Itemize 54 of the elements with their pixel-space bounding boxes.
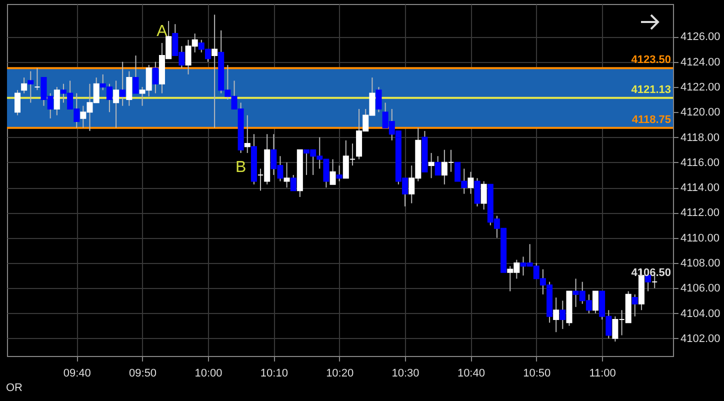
x-tick-label: 11:00 bbox=[589, 368, 616, 380]
candlestick bbox=[244, 114, 250, 154]
candlestick bbox=[113, 80, 120, 128]
x-tick-label: 10:30 bbox=[392, 368, 420, 380]
y-tick-label: 4112.00 bbox=[680, 207, 720, 220]
candlestick bbox=[28, 70, 34, 104]
candlestick bbox=[126, 70, 132, 106]
candlestick bbox=[560, 300, 566, 330]
candlestick bbox=[376, 86, 382, 113]
candlestick bbox=[592, 290, 598, 314]
candlestick bbox=[480, 180, 487, 210]
candlestick bbox=[632, 294, 638, 317]
y-tick-label: 4114.00 bbox=[680, 182, 720, 194]
x-tick-label: 09:40 bbox=[63, 368, 91, 380]
candlestick bbox=[336, 165, 342, 182]
candlestick bbox=[284, 162, 290, 188]
y-tick-label: 4120.00 bbox=[680, 106, 720, 119]
y-tick-label: 4106.00 bbox=[680, 282, 720, 295]
annotation: A bbox=[156, 22, 168, 40]
candlestick bbox=[14, 90, 21, 116]
x-tick-label: 09:50 bbox=[129, 368, 157, 380]
text: OR bbox=[6, 382, 22, 394]
x-tick-label: 10:00 bbox=[194, 368, 222, 380]
y-tick-label: 4116.00 bbox=[680, 156, 720, 169]
ref-line-label: 4118.75 bbox=[632, 114, 671, 126]
y-tick-label: 4124.00 bbox=[680, 56, 720, 68]
y-tick-label: 4126.00 bbox=[680, 31, 720, 44]
candlestick bbox=[21, 77, 28, 94]
x-tick-label: 10:50 bbox=[523, 368, 551, 380]
candlestick bbox=[428, 152, 434, 179]
ref-line-label: 4123.50 bbox=[631, 54, 671, 66]
y-tick-label: 4108.00 bbox=[680, 257, 720, 270]
y-tick-label: 4118.00 bbox=[680, 132, 720, 144]
candlestick bbox=[553, 297, 560, 333]
candlestick bbox=[434, 156, 441, 176]
ref-line-label: 4121.13 bbox=[631, 84, 671, 96]
annotation: B bbox=[235, 158, 246, 176]
y-tick-label: 4102.00 bbox=[680, 332, 720, 345]
x-tick-label: 10:20 bbox=[326, 368, 354, 380]
candlestick bbox=[474, 178, 480, 207]
candlestick bbox=[34, 68, 40, 91]
x-tick-label: 10:40 bbox=[457, 368, 485, 380]
candlestick bbox=[330, 158, 336, 185]
x-tick-label: 10:10 bbox=[260, 368, 288, 380]
y-tick-label: 4110.00 bbox=[680, 232, 720, 244]
candlestick bbox=[290, 174, 296, 192]
y-tick-label: 4122.00 bbox=[680, 81, 720, 94]
candlestick bbox=[120, 61, 126, 106]
candlestick bbox=[54, 86, 60, 116]
candlestick bbox=[212, 14, 218, 128]
candlestick bbox=[152, 61, 158, 94]
y-tick-label: 4104.00 bbox=[680, 308, 720, 320]
candlestick bbox=[468, 171, 474, 194]
candlestick bbox=[132, 55, 139, 94]
